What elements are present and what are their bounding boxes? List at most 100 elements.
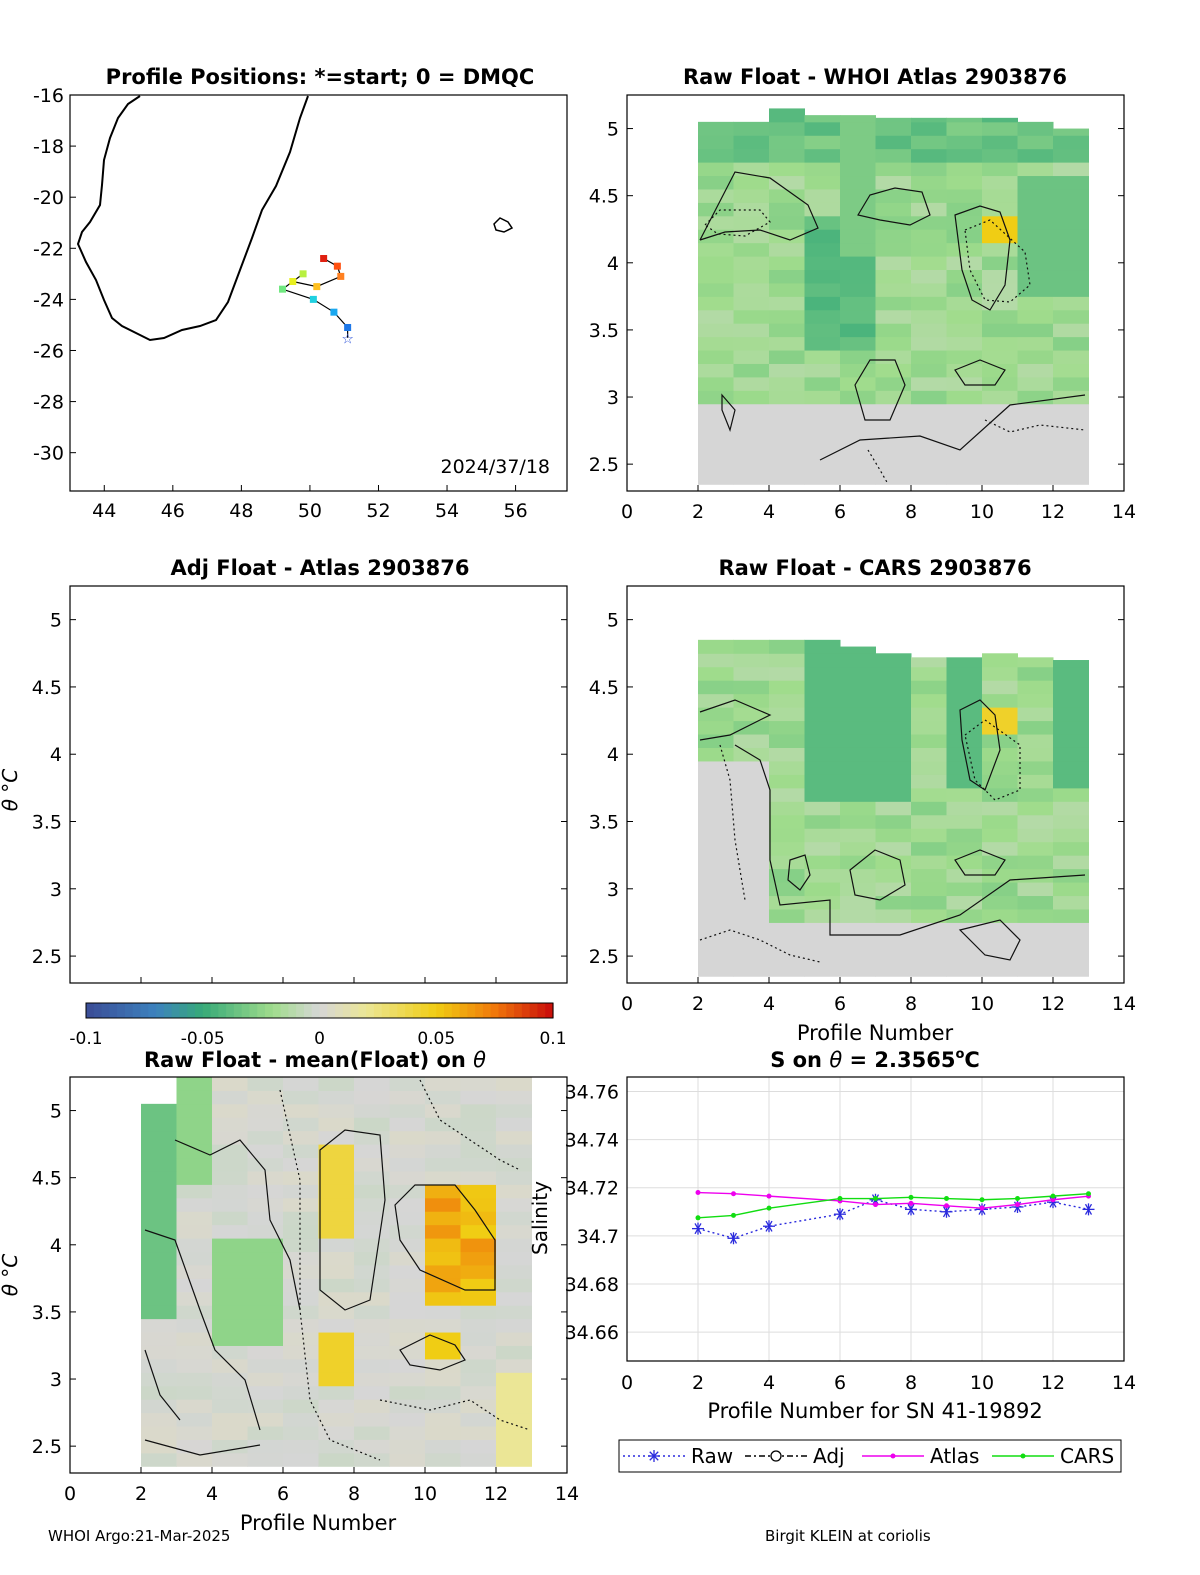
heat-cell <box>698 680 734 695</box>
heat-cell <box>911 908 947 923</box>
heat-cell <box>247 1305 284 1320</box>
heat-cell <box>946 720 983 735</box>
heat-cell <box>982 148 1018 163</box>
colorbar-cell <box>171 1003 180 1018</box>
heat-cell <box>1053 882 1089 897</box>
heat-cell <box>911 801 947 816</box>
heat-cell <box>840 653 876 668</box>
theta-tick-label: 5 <box>607 610 619 632</box>
sal-xlabel: Profile Number for SN 41-19892 <box>707 1399 1042 1423</box>
heat-cell <box>460 1318 497 1333</box>
heat-cell <box>982 787 1018 802</box>
heat-cell <box>911 855 947 870</box>
heat-cell <box>1053 470 1089 485</box>
heat-cell <box>769 814 805 829</box>
heat-cell <box>733 162 770 177</box>
heat-cell <box>698 296 734 311</box>
heat-cell <box>212 1278 248 1293</box>
heat-cell <box>247 1103 284 1118</box>
heat-cell <box>389 1264 426 1279</box>
heat-cell <box>911 188 947 203</box>
heat-cell <box>354 1224 390 1239</box>
heat-cell <box>733 720 770 735</box>
heat-cell <box>212 1117 248 1132</box>
heat-cell <box>733 430 770 445</box>
theta-tick-label: 3.5 <box>589 812 619 834</box>
heat-cell <box>875 148 912 163</box>
theta-tick-label: 3 <box>50 1369 62 1391</box>
heat-cell <box>176 1117 213 1132</box>
heat-cell <box>1017 657 1054 668</box>
heat-cell <box>698 430 734 445</box>
heat-cell <box>1017 747 1054 762</box>
colorbar-frame <box>85 1002 554 1019</box>
heat-cell <box>875 135 912 150</box>
map-x-tick-label: 50 <box>298 500 322 522</box>
heat-cell <box>769 457 805 472</box>
heat-cell <box>460 1426 497 1440</box>
heat-cell <box>946 296 983 311</box>
heat-cell <box>247 1399 284 1414</box>
heat-cell <box>875 680 912 695</box>
heat-cell <box>840 841 876 856</box>
heat-cell <box>982 323 1018 338</box>
heat-cell <box>1017 282 1054 297</box>
atlas-point <box>766 1193 772 1199</box>
track-point <box>299 270 307 278</box>
heat-cell <box>946 363 983 378</box>
heat-cell <box>911 882 947 897</box>
map-x-tick-label: 44 <box>92 500 116 522</box>
heat-cell <box>733 680 770 695</box>
colorbar-cell <box>358 1003 367 1018</box>
heat-cell <box>769 639 805 654</box>
heat-cell <box>318 1264 355 1279</box>
heat-cell <box>496 1385 532 1400</box>
heat-cell <box>496 1426 532 1440</box>
heat-cell <box>1053 935 1089 950</box>
raw-point <box>1082 1203 1095 1216</box>
heat-cell <box>496 1358 532 1373</box>
heat-cell <box>176 1372 213 1387</box>
heat-cell <box>389 1224 426 1239</box>
heat-cell <box>911 256 947 271</box>
heat-cell <box>804 868 841 883</box>
legend-label-adj: Adj <box>813 1444 845 1468</box>
heat-cell <box>769 801 805 816</box>
heat-cell <box>247 1251 284 1266</box>
footer-right: Birgit KLEIN at coriolis <box>765 1527 931 1545</box>
sal-x-tick-label: 8 <box>905 1372 917 1394</box>
heat-cell <box>212 1251 248 1266</box>
heat-cell <box>141 1305 177 1320</box>
heat-cell <box>840 202 876 217</box>
heat-cell <box>247 1090 284 1105</box>
heat-cell <box>212 1264 248 1279</box>
heat-cell <box>176 1144 213 1159</box>
map-axes-box <box>69 94 568 492</box>
profile-tick-label: 4 <box>206 1483 218 1505</box>
colorbar-cell <box>179 1003 188 1018</box>
p-whoi-axes-box <box>626 94 1125 492</box>
heat-cell <box>804 323 841 338</box>
series-line-raw <box>697 1199 1089 1239</box>
heat-cell <box>354 1385 390 1400</box>
heat-cell <box>804 417 841 432</box>
atlas-point <box>695 1190 701 1196</box>
map-y-tick-label: -16 <box>33 85 64 107</box>
heat-cell <box>212 1439 248 1454</box>
raw-point <box>692 1222 704 1235</box>
heat-cell <box>283 1318 319 1333</box>
heat-cell <box>247 1358 284 1373</box>
atlas-point <box>908 1200 914 1206</box>
colorbar-cell <box>124 1003 134 1018</box>
heat-cell <box>496 1452 532 1467</box>
heat-cell <box>496 1197 532 1212</box>
heat-cell <box>946 707 983 722</box>
heat-cell <box>283 1399 319 1414</box>
heat-cell <box>698 935 734 950</box>
p-mean-cells <box>141 1077 532 1467</box>
heat-cell <box>698 855 734 870</box>
heat-cell <box>176 1130 213 1145</box>
heat-cell <box>425 1211 461 1226</box>
heat-cell <box>698 868 734 883</box>
heat-cell <box>804 828 841 843</box>
